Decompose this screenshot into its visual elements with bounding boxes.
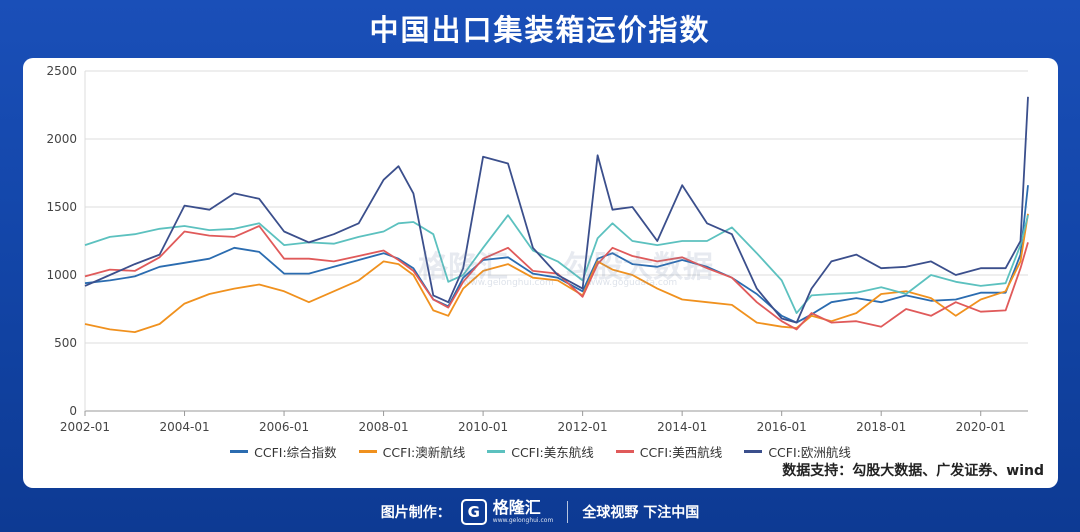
chart-card: 0 500 1000 1500 2000 2500 2002-01 2004-01 2006-0… — [23, 58, 1058, 488]
y-tick-label: 1000 — [46, 268, 77, 282]
legend-item-4[interactable]: CCFI:美西航线 — [615, 442, 723, 461]
y-tick-label: 2500 — [46, 64, 77, 78]
logo-icon: G — [460, 499, 487, 525]
legend-swatch — [230, 449, 249, 453]
x-tick-label: 2008-01 — [359, 420, 409, 434]
legend-label: CCFI:美西航线 — [639, 444, 723, 460]
x-tick-label: 2006-01 — [259, 420, 309, 434]
legend-swatch — [487, 449, 506, 453]
x-tick-label: 2004-01 — [159, 420, 209, 434]
legend-label: CCFI:综合指数 — [254, 444, 337, 460]
y-tick-label: 1500 — [46, 200, 77, 214]
legend-label: CCFI:欧洲航线 — [768, 444, 851, 460]
legend-item-3[interactable]: CCFI:美东航线 — [487, 442, 594, 461]
y-tick-label: 2000 — [46, 132, 77, 146]
series-line-1 — [84, 185, 1029, 324]
x-tick-label: 2014-01 — [657, 420, 707, 434]
legend-item-1[interactable]: CCFI:综合指数 — [230, 442, 337, 461]
legend-label: CCFI:美东航线 — [511, 444, 594, 460]
x-tick-label: 2016-01 — [757, 420, 807, 434]
page-title: 中国出口集装箱运价指数 — [369, 13, 711, 47]
legend-label: CCFI:澳新航线 — [382, 444, 466, 460]
logo-name: 格隆汇 — [492, 498, 541, 517]
series-line-4 — [84, 225, 1029, 331]
title-bar: 中国出口集装箱运价指数 — [0, 0, 1080, 56]
x-tick-label: 2002-01 — [60, 420, 110, 434]
data-source: 数据支持：勾股大数据、广发证券、wind — [782, 463, 1044, 479]
legend-swatch — [615, 449, 634, 453]
legend-swatch — [358, 449, 377, 453]
x-tick-label: 2018-01 — [856, 420, 906, 434]
footer-logo[interactable]: G 格隆汇 www.gelonghui.com — [460, 498, 554, 525]
footer: 图片制作： G 格隆汇 www.gelonghui.com 全球视野 下注中国 — [0, 492, 1080, 532]
series-line-2 — [84, 213, 1029, 334]
x-tick-label: 2012-01 — [558, 420, 608, 434]
chart-legend: CCFI:综合指数 CCFI:澳新航线 CCFI:美东航线 CCFI:美西航线 CCFI… — [23, 441, 1058, 461]
logo-url: www.gelonghui.com — [492, 517, 554, 524]
footer-divider — [567, 501, 569, 523]
legend-item-2[interactable]: CCFI:澳新航线 — [358, 442, 466, 461]
x-tick-label: 2010-01 — [458, 420, 508, 434]
series-line-5 — [84, 96, 1029, 324]
y-tick-label: 500 — [54, 336, 77, 350]
y-tick-label: 0 — [69, 404, 77, 418]
legend-swatch — [744, 449, 763, 453]
legend-item-5[interactable]: CCFI:欧洲航线 — [744, 442, 851, 461]
footer-made-by: 图片制作： — [380, 505, 451, 521]
x-tick-label: 2020-01 — [956, 420, 1006, 434]
line-chart: 0 500 1000 1500 2000 2500 2002-01 2004-01 2006-0… — [46, 64, 1029, 434]
series-line-3 — [84, 214, 1029, 315]
footer-slogan: 全球视野 下注中国 — [582, 505, 700, 521]
